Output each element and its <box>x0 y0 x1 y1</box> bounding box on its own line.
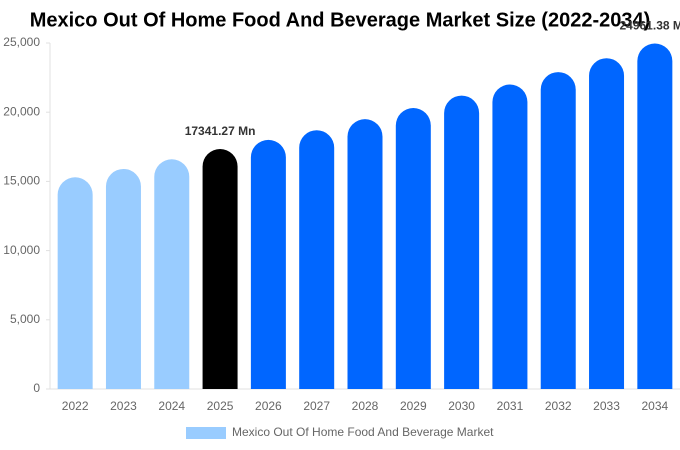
bar <box>395 108 431 389</box>
y-tick-label: 15,000 <box>3 174 40 188</box>
bar <box>299 130 335 389</box>
value-label: 17341.27 Mn <box>185 124 256 138</box>
bar <box>105 168 141 389</box>
bar <box>540 72 576 389</box>
bar <box>154 159 190 389</box>
value-label: 24961.38 Mn <box>619 19 680 33</box>
x-tick-label: 2034 <box>641 399 668 413</box>
x-tick-label: 2033 <box>593 399 620 413</box>
bar <box>589 58 625 389</box>
x-tick-label: 2031 <box>497 399 524 413</box>
x-tick-label: 2032 <box>545 399 572 413</box>
y-tick-label: 10,000 <box>3 243 40 257</box>
y-tick-label: 25,000 <box>3 35 40 49</box>
x-tick-label: 2027 <box>303 399 330 413</box>
x-tick-label: 2024 <box>158 399 185 413</box>
y-tick-label: 20,000 <box>3 104 40 118</box>
chart-title: Mexico Out Of Home Food And Beverage Mar… <box>30 9 651 31</box>
y-tick-label: 0 <box>33 381 40 395</box>
bar <box>202 148 238 389</box>
x-tick-label: 2030 <box>448 399 475 413</box>
x-tick-label: 2026 <box>255 399 282 413</box>
x-tick-label: 2023 <box>110 399 137 413</box>
x-tick-label: 2022 <box>62 399 89 413</box>
bar <box>250 139 286 389</box>
bar <box>492 84 528 389</box>
x-tick-label: 2029 <box>400 399 427 413</box>
y-tick-label: 5,000 <box>10 312 40 326</box>
bar <box>347 119 383 390</box>
bar <box>637 43 673 390</box>
x-tick-label: 2028 <box>352 399 379 413</box>
bar <box>444 95 480 389</box>
x-tick-label: 2025 <box>207 399 234 413</box>
legend-label: Mexico Out Of Home Food And Beverage Mar… <box>232 425 494 439</box>
legend-swatch <box>186 427 226 439</box>
bar <box>57 177 93 389</box>
